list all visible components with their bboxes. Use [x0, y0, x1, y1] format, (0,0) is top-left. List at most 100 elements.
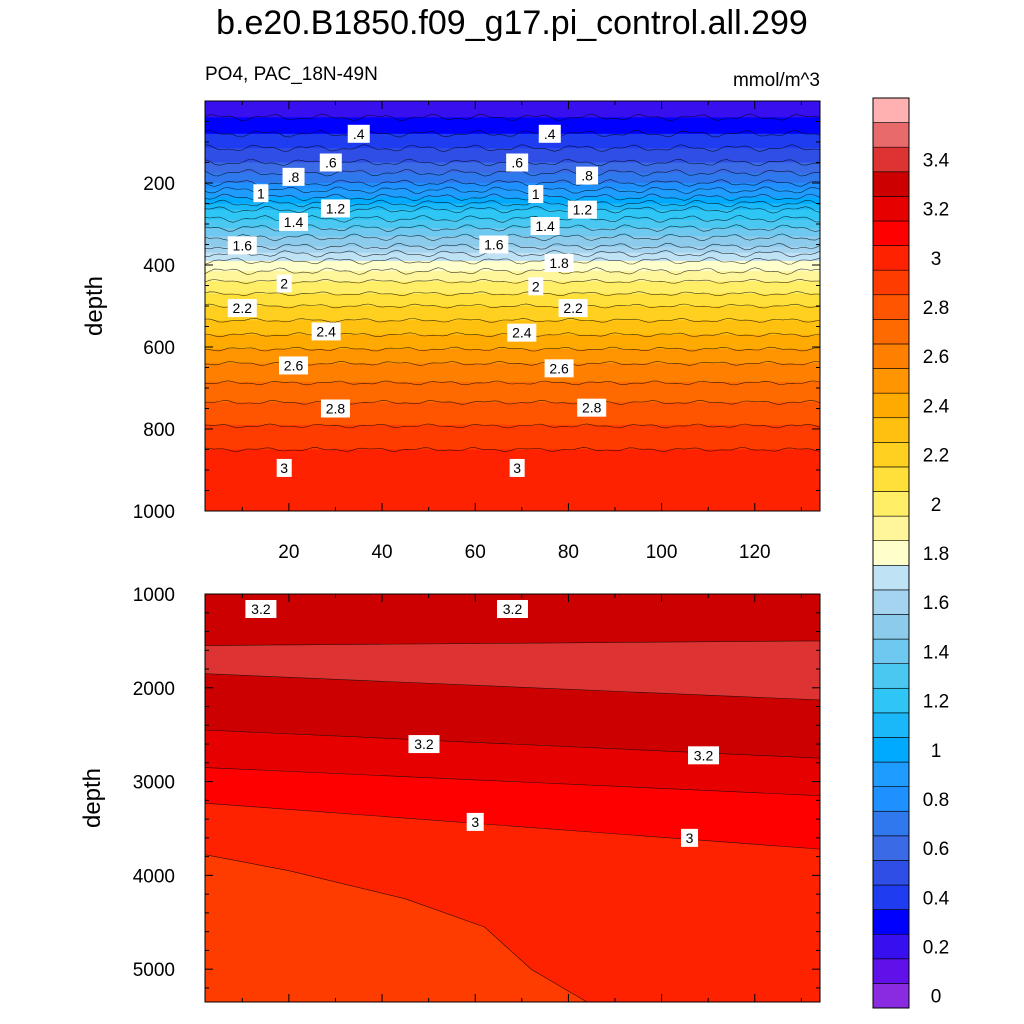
fill-band: [205, 101, 820, 104]
colorbar-swatch: [872, 515, 910, 542]
fill-band: [205, 312, 820, 315]
contour-line: [205, 380, 820, 386]
contour-label-text: .6: [511, 155, 523, 171]
fill-band: [205, 443, 820, 446]
fill-band: [205, 244, 820, 248]
fill-band: [205, 310, 820, 313]
fill-band: [205, 408, 820, 412]
contour-label-box: [347, 124, 370, 143]
x-tick-label: 20: [278, 542, 299, 563]
contour-label-box: [528, 277, 544, 296]
fill-band: [205, 447, 820, 451]
fill-band: [205, 369, 820, 373]
fill-band: [205, 490, 820, 494]
fill-band: [205, 449, 820, 453]
contour-line: [205, 144, 820, 152]
contour-label-text: 2.4: [316, 323, 336, 339]
colorbar-tick-label: 2.8: [923, 298, 949, 319]
fill-band: [205, 496, 820, 500]
fill-band: [205, 381, 820, 385]
colorbar-tick-label: 2.6: [923, 347, 949, 368]
fill-band: [205, 199, 820, 203]
fill-band: [205, 109, 820, 112]
units-label: mmol/m^3: [732, 70, 820, 91]
y-tick-label: 1000: [133, 502, 175, 523]
contour-line: [205, 399, 820, 405]
fill-band: [205, 267, 820, 270]
contour-label: 1.4: [530, 217, 560, 236]
contour-label-text: 3.2: [694, 747, 714, 763]
fill-band: [205, 396, 820, 399]
contour-label-text: .4: [353, 126, 365, 142]
colorbar-swatch: [872, 860, 910, 886]
contour-label-text: .4: [544, 126, 556, 142]
contour-line: [205, 673, 820, 701]
fill-band: [205, 277, 820, 280]
contour-label-box: [509, 458, 525, 477]
fill-band: [205, 363, 820, 367]
fill-band: [205, 115, 820, 118]
fill-band: [205, 176, 820, 180]
contour-label: 1.2: [567, 200, 597, 219]
lower-y-axis-label: depth: [79, 768, 106, 828]
contour-label-text: 1: [532, 186, 540, 202]
contour-label-box: [276, 458, 292, 477]
y-tick-label: 4000: [133, 866, 175, 887]
contour-line: [205, 257, 820, 265]
colorbar-tick-label: 3.4: [923, 150, 950, 171]
contour-label-box: [681, 828, 699, 847]
fill-band: [205, 262, 820, 266]
fill-band: [205, 400, 820, 403]
fill-band: [205, 453, 820, 457]
fill-band: [205, 435, 820, 438]
contour-label-text: 2.2: [563, 300, 583, 316]
fill-band: [205, 385, 820, 389]
x-tick-label: 100: [646, 542, 678, 563]
contour-label: 3: [509, 458, 525, 477]
fill-band: [205, 260, 820, 264]
fill-region: [205, 854, 588, 1002]
contour-label-text: 1.2: [326, 200, 346, 216]
contour-line: [205, 303, 820, 309]
fill-band: [205, 437, 820, 440]
fill-band: [205, 252, 820, 256]
fill-band: [205, 240, 820, 244]
contour-label-text: 2: [280, 275, 288, 291]
lower-panel: 3.2 3.2 3.2 3.2 3 3 1000 2000 3000 4000 5000 depth: [79, 585, 821, 1003]
fill-band: [205, 504, 820, 508]
colorbar-swatch: [872, 343, 910, 369]
contour-label: 3.2: [497, 600, 528, 619]
fill-band: [205, 256, 820, 260]
fill-band: [205, 217, 820, 221]
contour-label: 1.4: [279, 212, 309, 231]
fill-band: [205, 445, 820, 449]
contour-line: [205, 179, 820, 187]
fill-band: [205, 508, 820, 511]
colorbar-swatch: [872, 761, 910, 787]
colorbar-swatch: [872, 958, 910, 984]
fill-band: [205, 238, 820, 241]
contour-label: 2.2: [558, 299, 588, 318]
fill-band: [205, 142, 820, 145]
fill-band: [205, 377, 820, 381]
contour-label: 1.6: [479, 235, 509, 254]
fill-band: [205, 375, 820, 379]
contour-label-box: [538, 124, 561, 143]
colorbar-swatch: [872, 294, 910, 320]
contour-line: [205, 186, 820, 194]
fill-band: [205, 416, 820, 420]
fill-band: [205, 494, 820, 498]
y-tick-label: 1000: [133, 585, 175, 606]
contour-label-text: 3.2: [251, 601, 271, 617]
contour-label-text: 1.4: [284, 214, 304, 230]
fill-band: [205, 404, 820, 408]
fill-band: [205, 418, 820, 422]
fill-band: [205, 105, 820, 108]
colorbar-swatch: [872, 491, 910, 517]
contour-label: 1: [528, 185, 544, 204]
colorbar-swatch: [872, 786, 910, 812]
contour-label-text: 3: [280, 460, 288, 476]
colorbar-swatch: [872, 835, 910, 861]
fill-band: [205, 506, 820, 510]
colorbar-tick-label: 2.2: [923, 446, 949, 467]
